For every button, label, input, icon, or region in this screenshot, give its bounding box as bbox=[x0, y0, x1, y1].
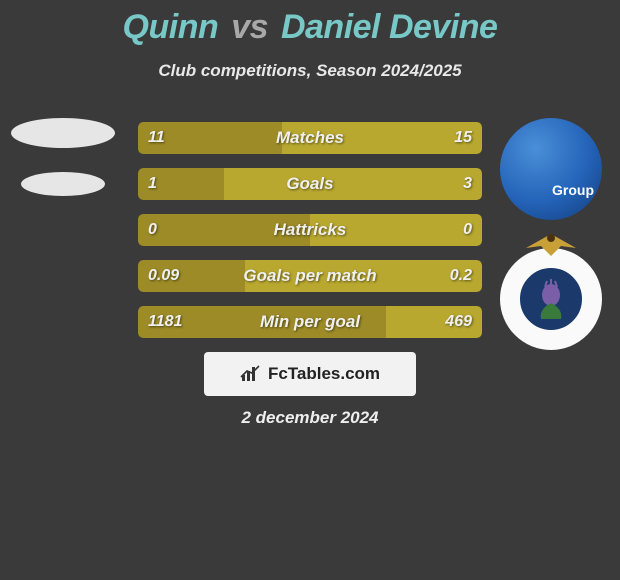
jersey-sponsor-text: Group bbox=[552, 182, 594, 198]
stat-label: Min per goal bbox=[260, 306, 360, 338]
branding-box: FcTables.com bbox=[204, 352, 416, 396]
right-value: 469 bbox=[445, 306, 472, 338]
right-value: 0 bbox=[463, 214, 472, 246]
stat-row-goals: 1 3 Goals bbox=[138, 168, 482, 200]
left-value: 0.09 bbox=[148, 260, 179, 292]
player1-club-placeholder bbox=[21, 172, 105, 196]
thistle-icon bbox=[531, 279, 571, 319]
comparison-title: Quinn vs Daniel Devine bbox=[0, 0, 620, 47]
right-value: 3 bbox=[463, 168, 472, 200]
player2-club-crest bbox=[500, 248, 602, 350]
right-value: 15 bbox=[454, 122, 472, 154]
date-label: 2 december 2024 bbox=[241, 408, 378, 428]
left-value: 1 bbox=[148, 168, 157, 200]
stat-label: Goals per match bbox=[243, 260, 376, 292]
branding-text: FcTables.com bbox=[268, 364, 380, 384]
left-value: 1181 bbox=[148, 306, 182, 338]
player1-avatar-placeholder bbox=[11, 118, 115, 148]
left-value: 11 bbox=[148, 122, 165, 154]
stat-label: Hattricks bbox=[274, 214, 347, 246]
bar-right bbox=[224, 168, 482, 200]
eagle-icon bbox=[516, 230, 586, 258]
stat-row-min-per-goal: 1181 469 Min per goal bbox=[138, 306, 482, 338]
vs-label: vs bbox=[231, 8, 268, 46]
stat-row-hattricks: 0 0 Hattricks bbox=[138, 214, 482, 246]
player1-name: Quinn bbox=[123, 8, 219, 46]
stat-label: Goals bbox=[286, 168, 333, 200]
left-avatar-column bbox=[8, 118, 118, 196]
right-avatar-column: Group bbox=[500, 118, 602, 378]
subtitle: Club competitions, Season 2024/2025 bbox=[0, 61, 620, 81]
left-value: 0 bbox=[148, 214, 157, 246]
stat-row-goals-per-match: 0.09 0.2 Goals per match bbox=[138, 260, 482, 292]
chart-icon bbox=[240, 365, 262, 383]
player2-name: Daniel Devine bbox=[281, 8, 497, 46]
right-value: 0.2 bbox=[450, 260, 472, 292]
comparison-bars: 11 15 Matches 1 3 Goals 0 0 Hattricks 0.09 0.2 Goal… bbox=[138, 122, 482, 352]
player2-avatar: Group bbox=[500, 118, 602, 220]
stat-label: Matches bbox=[276, 122, 344, 154]
stat-row-matches: 11 15 Matches bbox=[138, 122, 482, 154]
